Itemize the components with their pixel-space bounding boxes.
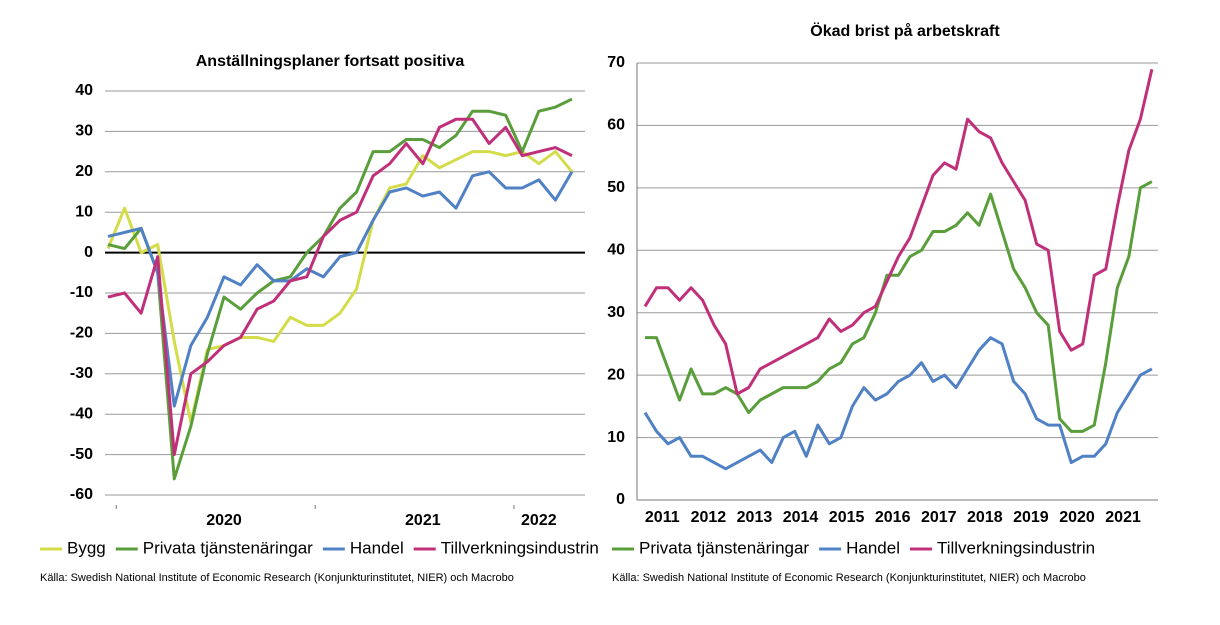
y-tick-label: 50 — [607, 179, 625, 196]
legend-label: Tillverkningsindustrin — [937, 538, 1095, 557]
y-tick-label: 70 — [607, 54, 625, 71]
legend-label: Privata tjänstenäringar — [143, 538, 313, 557]
y-tick-label: -30 — [70, 365, 93, 382]
y-tick-label: 0 — [616, 491, 625, 508]
x-tick-label: 2015 — [829, 509, 865, 526]
x-tick-label: 2013 — [737, 509, 773, 526]
y-tick-label: 10 — [607, 429, 625, 446]
series-line — [107, 97, 573, 481]
source-note: Källa: Swedish National Institute of Eco… — [612, 572, 1086, 584]
x-tick-label: 2017 — [921, 509, 957, 526]
y-tick-label: 20 — [607, 366, 625, 383]
series-line — [643, 336, 1153, 471]
y-tick-label: 60 — [607, 117, 625, 134]
y-tick-label: 40 — [607, 242, 625, 259]
legend-label: Privata tjänstenäringar — [639, 538, 809, 557]
x-tick-label: 2021 — [405, 512, 441, 529]
y-tick-label: -50 — [70, 446, 93, 463]
x-tick-label: 2016 — [875, 509, 911, 526]
legend-label: Bygg — [67, 538, 106, 557]
x-tick-label: 2018 — [967, 509, 1003, 526]
x-tick-label: 2021 — [1105, 509, 1141, 526]
x-tick-label: 2022 — [521, 512, 557, 529]
legend-label: Handel — [846, 538, 900, 557]
source-note: Källa: Swedish National Institute of Eco… — [40, 572, 514, 584]
series-line — [107, 170, 574, 408]
y-tick-label: -10 — [70, 284, 93, 301]
y-tick-label: 10 — [75, 203, 93, 220]
chart-title: Ökad brist på arbetskraft — [810, 21, 1000, 40]
y-tick-label: -60 — [70, 486, 93, 503]
legend-label: Handel — [350, 538, 404, 557]
series-line — [645, 180, 1153, 433]
y-tick-label: 30 — [75, 123, 93, 140]
y-tick-label: -20 — [70, 325, 93, 342]
chart-title: Anställningsplaner fortsatt positiva — [196, 53, 465, 70]
series-line — [106, 150, 574, 424]
y-tick-label: 20 — [75, 163, 93, 180]
x-tick-label: 2020 — [206, 512, 242, 529]
x-tick-label: 2011 — [645, 509, 680, 526]
x-tick-label: 2012 — [691, 509, 727, 526]
y-tick-label: 0 — [84, 244, 93, 261]
series-line — [643, 68, 1154, 396]
legend-label: Tillverkningsindustrin — [441, 538, 599, 557]
y-tick-label: 30 — [607, 304, 625, 321]
y-tick-label: -40 — [70, 405, 93, 422]
x-tick-label: 2019 — [1013, 509, 1049, 526]
x-tick-label: 2014 — [783, 509, 819, 526]
series-line — [107, 117, 573, 457]
x-tick-label: 2020 — [1059, 509, 1095, 526]
y-tick-label: 40 — [75, 82, 93, 99]
